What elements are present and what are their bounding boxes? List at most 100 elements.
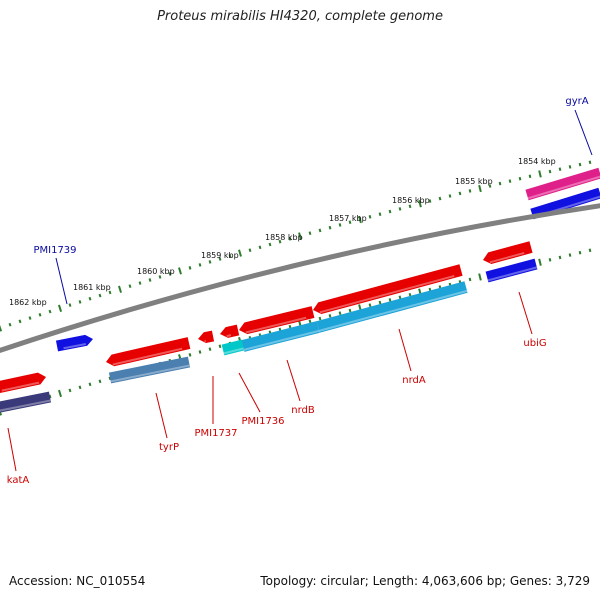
svg-text:nrdB: nrdB (291, 405, 315, 416)
scale-tick (208, 260, 212, 264)
scale-label: 1859 kbp (201, 251, 239, 260)
scale-tick (308, 319, 312, 324)
scale-tick (528, 174, 532, 179)
scale-tick (78, 300, 82, 304)
scale-tick (378, 300, 382, 305)
genome-summary: Topology: circular; Length: 4,063,606 bp… (260, 574, 590, 588)
scale-tick (578, 250, 582, 255)
scale-tick (368, 303, 372, 307)
gene-label-nrda: nrdA (398, 328, 426, 386)
scale-tick (588, 160, 592, 165)
scale-tick (478, 184, 482, 193)
scale-tick (318, 316, 322, 321)
gene-label-nrdb: nrdB (286, 359, 315, 416)
svg-text:katA: katA (7, 475, 30, 486)
scale-tick (468, 189, 472, 193)
svg-text:PMI1739: PMI1739 (33, 245, 76, 256)
scale-tick (78, 385, 82, 390)
scale-tick (138, 281, 142, 285)
gene-label-ubig: ubiG (518, 291, 547, 349)
scale-tick (38, 312, 42, 317)
gene-feature-pmi1736-cds (221, 339, 245, 356)
scale-tick (48, 309, 52, 314)
scale-tick (278, 239, 282, 244)
scale-tick (128, 284, 132, 288)
scale-tick (588, 248, 592, 253)
genome-backbone (0, 203, 600, 353)
gene-features (0, 167, 600, 413)
scale-tick (88, 296, 92, 301)
svg-text:gyrA: gyrA (565, 96, 588, 107)
map-title: Proteus mirabilis HI4320, complete genom… (157, 9, 443, 24)
scale-tick (358, 215, 362, 224)
scale-tick (198, 263, 202, 267)
scale-tick (408, 292, 412, 297)
scale-tick (328, 225, 332, 230)
scale-tick (368, 215, 372, 219)
gene-feature-ubig (483, 241, 533, 264)
scale-tick (338, 223, 342, 227)
scale-tick (438, 196, 442, 201)
scale-tick (478, 273, 482, 281)
scale-label: 1855 kbp (455, 177, 493, 186)
scale-tick (508, 179, 512, 183)
scale-labels: 1862 kbp 1861 kbp 1860 kbp 1859 kbp 1858 kbp… (9, 157, 556, 307)
gene-label-pmi1739: PMI1739 (33, 245, 77, 305)
gene-feature-gyra (525, 167, 600, 201)
scale-tick (488, 184, 492, 188)
scale-tick (198, 350, 202, 354)
scale-tick (188, 353, 192, 357)
accession-label: Accession: NC_010554 (9, 574, 146, 588)
scale-tick (558, 255, 562, 260)
svg-text:ubiG: ubiG (523, 338, 546, 349)
scale-tick (188, 266, 192, 270)
svg-text:PMI1736: PMI1736 (241, 416, 284, 427)
gene-feature-nrda (313, 264, 463, 314)
scale-tick (538, 258, 542, 266)
scale-tick (378, 212, 382, 216)
scale-label: 1856 kbp (392, 196, 430, 205)
scale-tick (338, 311, 342, 315)
scale-label: 1860 kbp (137, 267, 175, 276)
gene-feature-pmi1739 (55, 334, 93, 352)
gene-feature-ubig-cds (485, 258, 538, 283)
svg-text:PMI1737: PMI1737 (194, 428, 237, 439)
scale-tick (408, 204, 412, 209)
scale-tick (398, 295, 402, 300)
scale-tick (388, 209, 392, 214)
scale-tick (68, 388, 72, 393)
gene-feature-pmi1737 (198, 330, 215, 344)
scale-tick (88, 382, 92, 387)
scale-label: 1858 kbp (265, 233, 303, 242)
scale-tick (228, 254, 232, 258)
scale-tick (8, 322, 12, 327)
scale-tick (58, 389, 62, 398)
scale-tick (348, 220, 352, 225)
scale-tick (298, 232, 302, 240)
scale-tick (388, 298, 392, 302)
gene-label-pmi1736: PMI1736 (238, 372, 285, 427)
scale-tick (428, 199, 432, 203)
scale-tick (248, 248, 252, 253)
scale-tick (568, 165, 572, 169)
scale-tick (548, 258, 552, 262)
gene-label-pmi1737: PMI1737 (194, 376, 238, 439)
gene-feature-pmi1736 (220, 324, 240, 338)
scale-tick (498, 181, 502, 186)
gene-label-tyrp: tyrP (155, 392, 179, 453)
scale-tick (548, 169, 552, 174)
gene-feature-kata (0, 372, 46, 394)
scale-label: 1854 kbp (518, 157, 556, 166)
scale-tick (568, 253, 572, 257)
outer-scale-ring (0, 160, 592, 332)
scale-tick (538, 170, 542, 178)
scale-tick (57, 304, 63, 312)
gene-feature-nrdb-cds (241, 321, 320, 352)
scale-tick (518, 176, 522, 181)
gene-labels: PMI1739 gyrA katA tyrP PMI1737 PMI1736 nrdB nrd… (7, 96, 593, 486)
scale-tick (68, 303, 72, 307)
scale-tick (168, 272, 172, 276)
gene-feature-tyrp-cds (108, 356, 191, 384)
scale-tick (0, 324, 3, 332)
